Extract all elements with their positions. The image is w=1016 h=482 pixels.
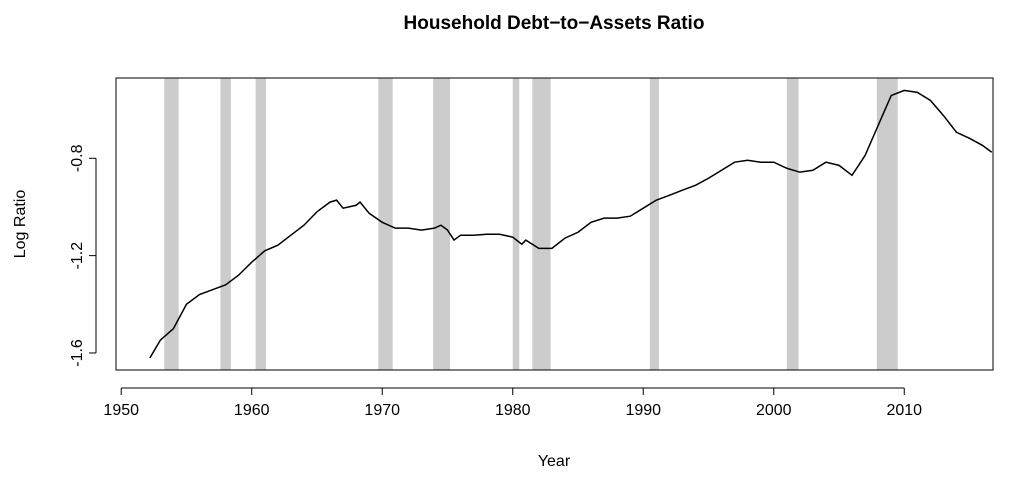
x-axis-label: Year — [538, 453, 571, 470]
recession-band — [220, 78, 231, 370]
recession-band — [255, 78, 267, 370]
recession-band — [532, 78, 551, 370]
x-tick-label: 1960 — [234, 402, 270, 419]
y-tick-label: -0.8 — [69, 144, 86, 172]
y-tick-label: -1.2 — [69, 242, 86, 270]
recession-band — [649, 78, 659, 370]
x-tick-label: 2010 — [886, 402, 922, 419]
recession-band — [876, 78, 898, 370]
y-axis-label: Log Ratio — [12, 190, 29, 259]
plot-frame — [115, 77, 994, 371]
recession-band — [433, 78, 451, 370]
x-tick-label: 1990 — [625, 402, 661, 419]
y-tick-label: -1.6 — [69, 339, 86, 367]
x-tick-label: 1970 — [364, 402, 400, 419]
recession-band — [786, 78, 799, 370]
recession-band — [512, 78, 520, 370]
chart-title: Household Debt−to−Assets Ratio — [404, 13, 705, 34]
data-line — [149, 89, 993, 359]
x-tick-label: 1950 — [103, 402, 139, 419]
x-tick-label: 2000 — [756, 402, 792, 419]
recession-band — [164, 78, 179, 370]
x-tick-label: 1980 — [495, 402, 531, 419]
